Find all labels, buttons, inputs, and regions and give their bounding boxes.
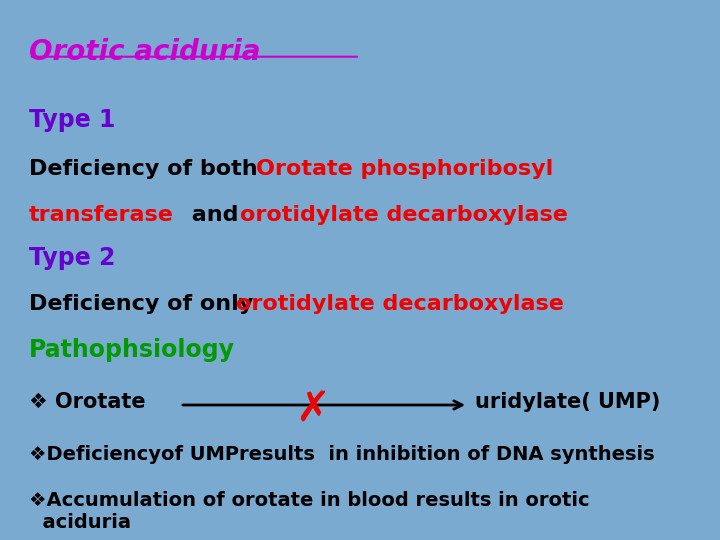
Text: Pathophsiology: Pathophsiology — [29, 338, 235, 361]
Text: and: and — [184, 205, 246, 225]
Text: transferase: transferase — [29, 205, 174, 225]
Text: orotidylate decarboxylase: orotidylate decarboxylase — [240, 205, 567, 225]
Text: orotidylate decarboxylase: orotidylate decarboxylase — [236, 294, 564, 314]
Text: uridylate( UMP): uridylate( UMP) — [475, 392, 660, 411]
Text: Type 2: Type 2 — [29, 246, 115, 269]
Text: Deficiency of both: Deficiency of both — [29, 159, 265, 179]
Text: ❖Deficiencyof UMPresults  in inhibition of DNA synthesis: ❖Deficiencyof UMPresults in inhibition o… — [29, 446, 654, 464]
Text: ❖ Orotate: ❖ Orotate — [29, 392, 145, 411]
Text: Deficiency of only: Deficiency of only — [29, 294, 261, 314]
Text: ❖Accumulation of orotate in blood results in orotic
  aciduria: ❖Accumulation of orotate in blood result… — [29, 491, 590, 532]
Text: Orotic aciduria: Orotic aciduria — [29, 38, 261, 66]
Text: Orotate phosphoribosyl: Orotate phosphoribosyl — [256, 159, 553, 179]
Text: ✗: ✗ — [295, 389, 330, 431]
Text: Type 1: Type 1 — [29, 108, 115, 132]
